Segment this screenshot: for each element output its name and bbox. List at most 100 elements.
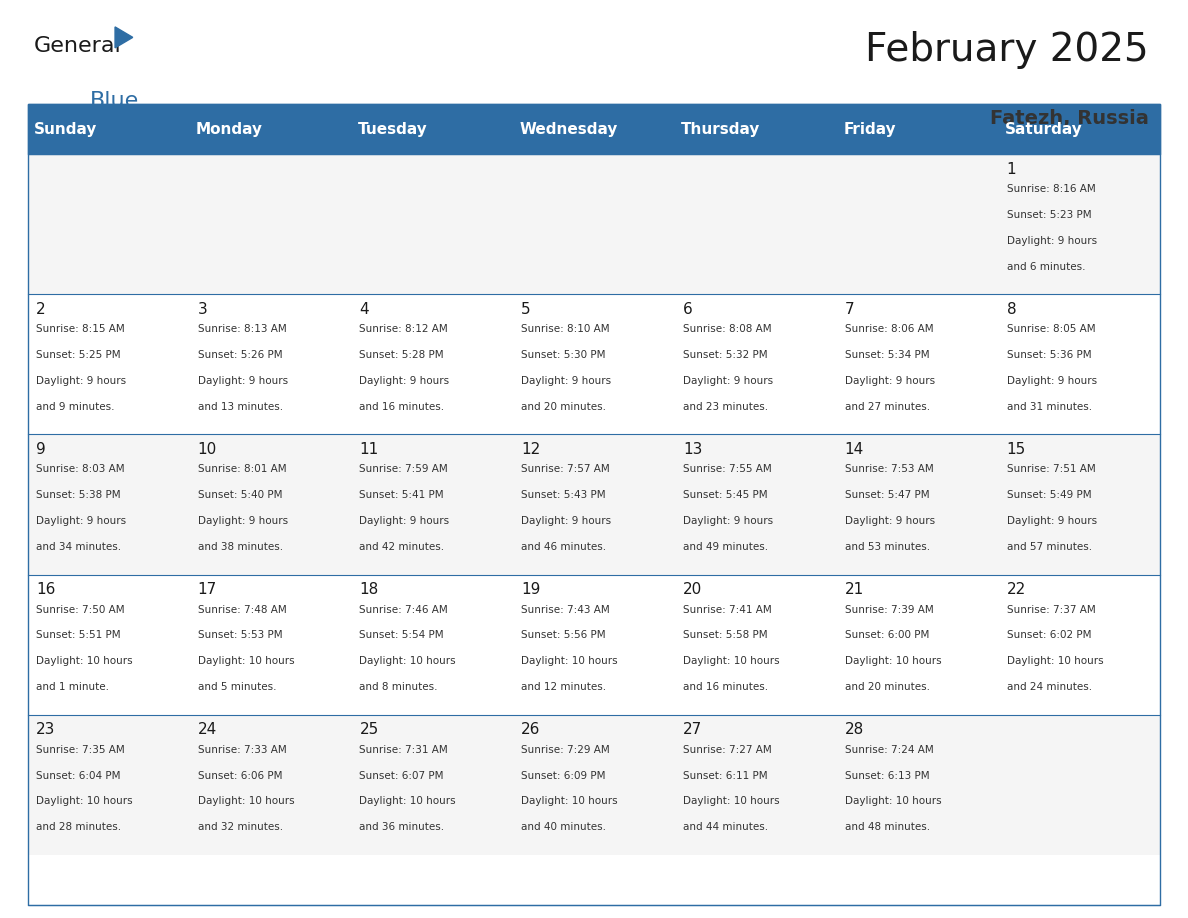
- Text: and 6 minutes.: and 6 minutes.: [1006, 262, 1085, 272]
- Text: Sunrise: 7:31 AM: Sunrise: 7:31 AM: [360, 744, 448, 755]
- Text: Tuesday: Tuesday: [358, 122, 428, 137]
- Bar: [998, 575, 1161, 714]
- Text: and 16 minutes.: and 16 minutes.: [683, 682, 769, 692]
- Text: 5: 5: [522, 302, 531, 317]
- Text: 15: 15: [1006, 442, 1025, 457]
- Text: 8: 8: [1006, 302, 1016, 317]
- Bar: [998, 714, 1161, 855]
- Text: Sunrise: 8:08 AM: Sunrise: 8:08 AM: [683, 324, 771, 334]
- Text: Daylight: 9 hours: Daylight: 9 hours: [36, 376, 126, 386]
- Text: and 57 minutes.: and 57 minutes.: [1006, 543, 1092, 553]
- Text: Sunset: 5:38 PM: Sunset: 5:38 PM: [36, 490, 120, 500]
- Text: and 49 minutes.: and 49 minutes.: [683, 543, 769, 553]
- Text: Fatezh, Russia: Fatezh, Russia: [990, 108, 1149, 128]
- Bar: [190, 575, 352, 714]
- Bar: [998, 434, 1161, 575]
- Text: Sunrise: 8:01 AM: Sunrise: 8:01 AM: [197, 465, 286, 475]
- Text: Sunset: 6:04 PM: Sunset: 6:04 PM: [36, 770, 120, 780]
- Text: Sunset: 5:28 PM: Sunset: 5:28 PM: [360, 351, 444, 360]
- Text: Daylight: 10 hours: Daylight: 10 hours: [522, 656, 618, 666]
- Text: and 27 minutes.: and 27 minutes.: [845, 402, 930, 412]
- Bar: [836, 295, 998, 434]
- Bar: [675, 434, 836, 575]
- Text: Daylight: 10 hours: Daylight: 10 hours: [36, 797, 133, 807]
- Text: Sunset: 6:13 PM: Sunset: 6:13 PM: [845, 770, 929, 780]
- Text: Sunrise: 7:39 AM: Sunrise: 7:39 AM: [845, 605, 934, 614]
- Text: Sunset: 5:43 PM: Sunset: 5:43 PM: [522, 490, 606, 500]
- Bar: [27, 434, 190, 575]
- Text: Daylight: 9 hours: Daylight: 9 hours: [1006, 236, 1097, 246]
- Text: Daylight: 10 hours: Daylight: 10 hours: [197, 797, 295, 807]
- Text: and 28 minutes.: and 28 minutes.: [36, 823, 121, 833]
- Bar: [27, 105, 1161, 154]
- Text: 12: 12: [522, 442, 541, 457]
- Text: 14: 14: [845, 442, 864, 457]
- Text: and 44 minutes.: and 44 minutes.: [683, 823, 769, 833]
- Text: Sunset: 5:30 PM: Sunset: 5:30 PM: [522, 351, 606, 360]
- Text: and 1 minute.: and 1 minute.: [36, 682, 109, 692]
- Bar: [27, 575, 190, 714]
- Bar: [998, 295, 1161, 434]
- Text: February 2025: February 2025: [865, 31, 1149, 70]
- Text: 16: 16: [36, 582, 55, 597]
- Text: Sunset: 6:09 PM: Sunset: 6:09 PM: [522, 770, 606, 780]
- Bar: [998, 154, 1161, 295]
- Text: Daylight: 10 hours: Daylight: 10 hours: [845, 797, 941, 807]
- Text: Sunrise: 7:43 AM: Sunrise: 7:43 AM: [522, 605, 609, 614]
- Text: Sunset: 5:56 PM: Sunset: 5:56 PM: [522, 631, 606, 641]
- Bar: [190, 434, 352, 575]
- Text: Sunrise: 7:29 AM: Sunrise: 7:29 AM: [522, 744, 609, 755]
- Text: Sunset: 5:51 PM: Sunset: 5:51 PM: [36, 631, 120, 641]
- Text: 1: 1: [1006, 162, 1016, 176]
- Text: Daylight: 10 hours: Daylight: 10 hours: [360, 656, 456, 666]
- Text: Sunset: 5:53 PM: Sunset: 5:53 PM: [197, 631, 283, 641]
- Text: 7: 7: [845, 302, 854, 317]
- Bar: [675, 295, 836, 434]
- Text: Friday: Friday: [843, 122, 896, 137]
- Text: Sunrise: 8:10 AM: Sunrise: 8:10 AM: [522, 324, 609, 334]
- Text: Sunrise: 7:50 AM: Sunrise: 7:50 AM: [36, 605, 125, 614]
- Text: Sunrise: 8:16 AM: Sunrise: 8:16 AM: [1006, 185, 1095, 195]
- Text: Sunrise: 7:41 AM: Sunrise: 7:41 AM: [683, 605, 772, 614]
- Text: and 40 minutes.: and 40 minutes.: [522, 823, 606, 833]
- Text: Daylight: 9 hours: Daylight: 9 hours: [197, 516, 287, 526]
- Text: Sunset: 5:34 PM: Sunset: 5:34 PM: [845, 351, 929, 360]
- Text: Daylight: 10 hours: Daylight: 10 hours: [683, 656, 779, 666]
- Text: Daylight: 9 hours: Daylight: 9 hours: [522, 516, 612, 526]
- Text: Daylight: 9 hours: Daylight: 9 hours: [845, 516, 935, 526]
- Bar: [836, 575, 998, 714]
- Text: Daylight: 9 hours: Daylight: 9 hours: [522, 376, 612, 386]
- Text: Sunrise: 8:03 AM: Sunrise: 8:03 AM: [36, 465, 125, 475]
- Text: Daylight: 10 hours: Daylight: 10 hours: [1006, 656, 1104, 666]
- Text: Sunrise: 7:35 AM: Sunrise: 7:35 AM: [36, 744, 125, 755]
- Text: Sunrise: 7:33 AM: Sunrise: 7:33 AM: [197, 744, 286, 755]
- Text: and 20 minutes.: and 20 minutes.: [522, 402, 606, 412]
- Text: Daylight: 9 hours: Daylight: 9 hours: [845, 376, 935, 386]
- Text: Sunrise: 7:37 AM: Sunrise: 7:37 AM: [1006, 605, 1095, 614]
- Text: Sunset: 5:41 PM: Sunset: 5:41 PM: [360, 490, 444, 500]
- Text: Daylight: 9 hours: Daylight: 9 hours: [197, 376, 287, 386]
- Bar: [675, 714, 836, 855]
- Bar: [27, 295, 190, 434]
- Text: Daylight: 10 hours: Daylight: 10 hours: [845, 656, 941, 666]
- Text: 10: 10: [197, 442, 217, 457]
- Text: Sunrise: 7:48 AM: Sunrise: 7:48 AM: [197, 605, 286, 614]
- Text: 28: 28: [845, 722, 864, 737]
- Text: Sunset: 5:23 PM: Sunset: 5:23 PM: [1006, 210, 1091, 220]
- Text: Sunset: 5:45 PM: Sunset: 5:45 PM: [683, 490, 767, 500]
- Text: Sunset: 6:00 PM: Sunset: 6:00 PM: [845, 631, 929, 641]
- Text: and 9 minutes.: and 9 minutes.: [36, 402, 114, 412]
- Text: Sunset: 5:54 PM: Sunset: 5:54 PM: [360, 631, 444, 641]
- Text: Daylight: 9 hours: Daylight: 9 hours: [683, 376, 773, 386]
- Bar: [190, 295, 352, 434]
- Text: 23: 23: [36, 722, 55, 737]
- Text: Sunset: 5:49 PM: Sunset: 5:49 PM: [1006, 490, 1091, 500]
- Text: Sunrise: 7:53 AM: Sunrise: 7:53 AM: [845, 465, 934, 475]
- Text: Sunset: 5:58 PM: Sunset: 5:58 PM: [683, 631, 767, 641]
- Text: and 16 minutes.: and 16 minutes.: [360, 402, 444, 412]
- Bar: [513, 575, 675, 714]
- Text: and 32 minutes.: and 32 minutes.: [197, 823, 283, 833]
- Text: Sunrise: 7:59 AM: Sunrise: 7:59 AM: [360, 465, 448, 475]
- Text: Sunset: 5:32 PM: Sunset: 5:32 PM: [683, 351, 767, 360]
- Bar: [190, 714, 352, 855]
